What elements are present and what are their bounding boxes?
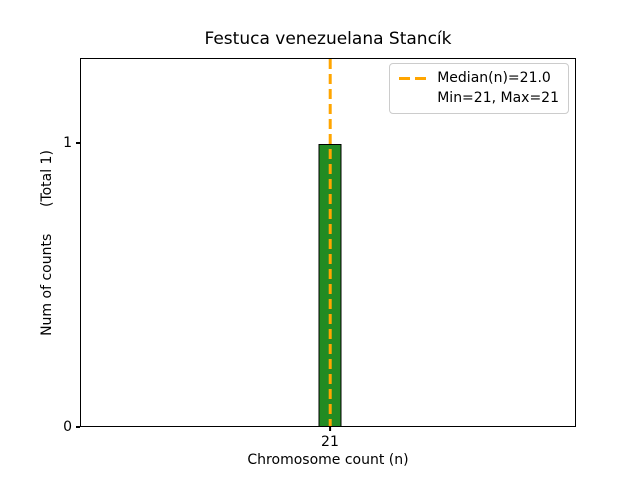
x-tick-21-mark <box>329 427 331 431</box>
legend-label-minmax: Min=21, Max=21 <box>437 90 559 106</box>
plot-area: Median(n)=21.0 Min=21, Max=21 <box>80 58 576 427</box>
y-tick-1-label: 1 <box>63 135 72 152</box>
median-line <box>328 59 332 426</box>
legend-row-median: Median(n)=21.0 <box>399 69 559 88</box>
legend-dashed-line-sample <box>399 77 427 80</box>
legend-row-minmax: Min=21, Max=21 <box>399 89 559 108</box>
x-tick-21: 21 <box>321 427 339 450</box>
legend-label-median: Median(n)=21.0 <box>437 70 551 86</box>
legend: Median(n)=21.0 Min=21, Max=21 <box>389 63 569 114</box>
y-tick-0-label: 0 <box>63 419 72 435</box>
x-axis-label: Chromosome count (n) <box>247 452 409 468</box>
chart-title: Festuca venezuelana Stancík <box>204 29 452 49</box>
legend-empty-sample <box>399 97 426 100</box>
y-tick-1-mark <box>76 142 80 144</box>
y-tick-1: 1 <box>63 135 80 151</box>
x-tick-21-label: 21 <box>321 434 339 450</box>
y-tick-0: 0 <box>63 419 80 435</box>
y-tick-0-mark <box>76 426 80 428</box>
y-axis-ticks: 1 0 <box>0 58 80 435</box>
